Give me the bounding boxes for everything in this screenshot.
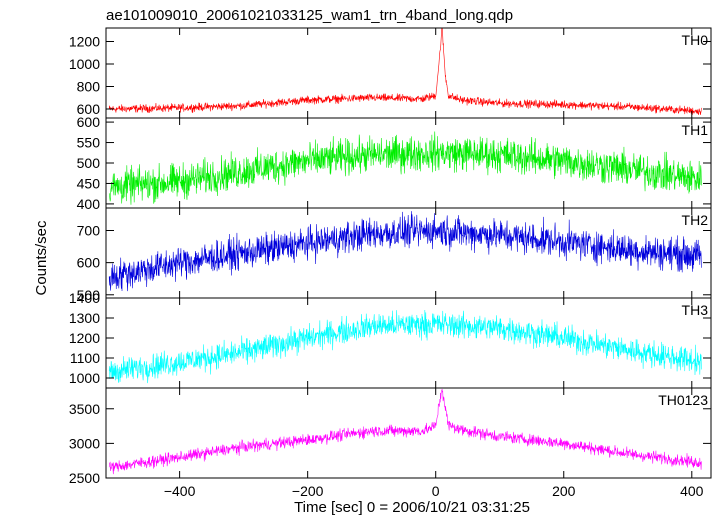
panel-label-th3: TH3 [682, 302, 709, 318]
y-tick-label-th3-1100: 1100 [70, 350, 100, 366]
y-tick-label-th1-450: 450 [77, 175, 101, 191]
series-th2 [108, 211, 702, 292]
y-tick-label-th3-1300: 1300 [69, 310, 100, 326]
panel-th0: 600 800 1000 1200 TH0 [69, 27, 712, 119]
x-tick-label--200: −200 [292, 483, 324, 499]
x-tick-label--400: −400 [164, 483, 196, 499]
panel-th1: 400 450 500 550 600 TH1 [77, 114, 712, 212]
panel-label-th0: TH0 [682, 32, 709, 48]
y-tick-label-th0-800: 800 [77, 79, 101, 95]
y-tick-label-th1-550: 550 [77, 135, 101, 151]
y-tick-label-th1-600: 600 [77, 114, 101, 130]
panel-label-th0123: TH0123 [658, 392, 708, 408]
panel-frame-th0123 [105, 387, 712, 479]
y-tick-label-th0-600: 600 [77, 101, 101, 117]
y-tick-label-th0-1200: 1200 [69, 34, 100, 50]
series-th1 [108, 131, 702, 205]
y-tick-label-th3-1400: 1400 [69, 290, 100, 306]
x-tick-label-0: 0 [432, 483, 440, 499]
x-tick-label-400: 400 [680, 483, 704, 499]
series-th0123 [108, 388, 702, 475]
series-th0 [108, 28, 702, 115]
y-axis-label: Counts/sec [33, 220, 50, 296]
series-th3 [108, 310, 702, 384]
y-tick-label-th2-700: 700 [77, 223, 101, 239]
panel-label-th1: TH1 [682, 122, 709, 138]
panels: 600 800 1000 1200 TH0 400 450 500 550 600 TH1 500 60… [69, 27, 712, 499]
panel-th3: 1000 1100 1200 1300 1400 TH3 [69, 290, 712, 389]
y-tick-label-th3-1200: 1200 [69, 330, 100, 346]
panel-frame-th1 [105, 117, 712, 209]
panel-frame-th0 [105, 27, 712, 119]
panel-label-th2: TH2 [682, 212, 709, 228]
chart-title: ae101009010_20061021033125_wam1_trn_4ban… [106, 7, 513, 24]
y-tick-label-th0123-2500: 2500 [69, 470, 100, 486]
panel-th0123: 2500 3000 3500 TH0123 [69, 387, 712, 486]
panel-th2: 500 600 700 TH2 [77, 207, 712, 303]
y-tick-label-th2-600: 600 [77, 255, 101, 271]
y-tick-label-th0123-3000: 3000 [69, 435, 100, 451]
y-tick-label-th2-500: 500 [77, 287, 101, 303]
x-tick-label-200: 200 [552, 483, 576, 499]
y-tick-label-th1-500: 500 [77, 155, 101, 171]
y-tick-label-th0-1000: 1000 [69, 56, 100, 72]
y-tick-label-th3-1000: 1000 [69, 370, 100, 386]
x-axis-label: Time [sec] 0 = 2006/10/21 03:31:25 [294, 499, 530, 516]
y-tick-label-th0123-3500: 3500 [69, 401, 100, 417]
y-tick-label-th1-400: 400 [77, 196, 101, 212]
